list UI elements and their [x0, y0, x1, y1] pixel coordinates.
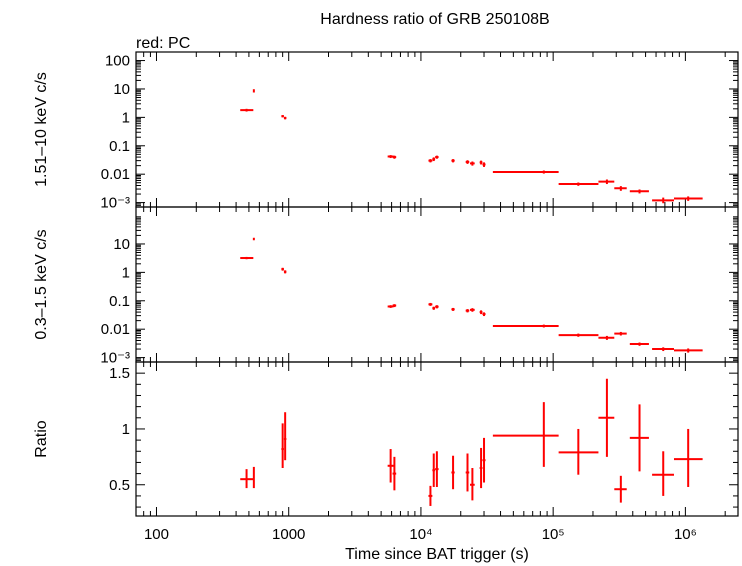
data-point: [428, 159, 433, 163]
data-point: [482, 312, 486, 317]
x-tick-label: 1000: [272, 526, 305, 543]
data-point: [283, 412, 287, 461]
data-point: [482, 437, 486, 483]
data-point: [614, 475, 627, 503]
y-tick-label: 0.01: [101, 321, 130, 338]
hard-y-axis-label: 1.51–10 keV c/s: [33, 72, 50, 187]
data-point: [673, 196, 703, 201]
data-point: [598, 335, 615, 340]
y-tick-label: 10: [113, 81, 130, 98]
data-point: [283, 116, 287, 120]
data-point: [614, 186, 627, 191]
data-point: [629, 404, 649, 472]
data-point: [465, 160, 470, 164]
x-tick-label: 100: [144, 526, 169, 543]
data-point: [482, 162, 486, 167]
data-point: [451, 159, 455, 163]
data-point: [469, 468, 475, 501]
data-point: [492, 402, 559, 467]
chart-title: Hardness ratio of GRB 250108B: [320, 11, 549, 28]
data-point: [629, 189, 649, 194]
data-point: [629, 342, 649, 346]
chart-subtitle: red: PC: [136, 35, 190, 52]
data-point: [252, 89, 255, 93]
data-point: [283, 270, 287, 274]
y-tick-label: 0.1: [109, 293, 130, 310]
data-point: [432, 306, 436, 310]
x-tick-label: 10⁵: [542, 526, 565, 543]
data-point: [652, 451, 674, 496]
y-tick-label: 10⁻³: [100, 195, 130, 212]
data-point: [469, 308, 475, 312]
data-point: [432, 157, 436, 162]
data-point: [392, 155, 397, 159]
data-point: [387, 449, 394, 483]
data-point: [558, 182, 599, 186]
data-point: [479, 310, 483, 315]
data-point: [558, 428, 599, 475]
y-tick-label: 1: [122, 109, 130, 126]
soft-frame: [135, 206, 739, 363]
data-point: [281, 115, 284, 118]
data-point: [652, 347, 674, 352]
ratio-panel: 0.5 1 1.5 100 1000 10⁴ 10⁵ 10⁶ Ratio: [33, 361, 739, 543]
data-point: [451, 307, 455, 311]
y-tick-label: 10: [113, 236, 130, 253]
data-point: [252, 466, 255, 489]
data-point: [435, 155, 439, 159]
data-point: [435, 305, 439, 309]
data-point: [558, 333, 599, 337]
y-tick-label: 0.5: [109, 477, 130, 494]
data-point: [492, 170, 559, 174]
data-point: [387, 305, 394, 308]
data-point: [240, 256, 254, 260]
data-point: [598, 179, 615, 185]
data-point: [614, 331, 627, 336]
x-tick-label: 10⁴: [409, 526, 432, 543]
data-point: [392, 304, 397, 308]
y-tick-label: 0.1: [109, 138, 130, 155]
data-point: [465, 453, 470, 492]
data-point: [281, 423, 284, 469]
y-tick-label: 0.01: [101, 166, 130, 183]
data-point: [673, 348, 703, 353]
data-point: [598, 378, 615, 457]
y-tick-label: 1: [122, 421, 130, 438]
data-point: [673, 428, 703, 487]
x-axis-label: Time since BAT trigger (s): [345, 546, 529, 563]
data-point: [281, 267, 284, 271]
soft-band-panel: 10 1 0.1 0.01 10⁻³ 0.3–1.5 keV c/s: [33, 206, 739, 367]
data-point: [465, 309, 470, 313]
data-point: [252, 237, 255, 241]
y-tick-label: 1.5: [109, 365, 130, 382]
data-point: [428, 485, 433, 506]
ratio-y-axis-label: Ratio: [33, 420, 50, 457]
data-point: [479, 160, 483, 165]
data-point: [469, 161, 475, 166]
data-point: [492, 324, 559, 328]
hard-frame: [135, 51, 739, 208]
y-tick-label: 100: [105, 53, 130, 70]
data-point: [479, 447, 483, 489]
data-point: [652, 197, 674, 204]
ratio-frame: [135, 361, 739, 517]
data-point: [432, 453, 436, 487]
data-point: [392, 456, 397, 491]
data-point: [240, 108, 254, 112]
y-tick-label: 10⁻³: [100, 350, 130, 367]
y-tick-label: 1: [122, 264, 130, 281]
data-point: [240, 469, 254, 489]
soft-y-axis-label: 0.3–1.5 keV c/s: [33, 229, 50, 339]
hard-band-panel: 100 10 1 0.1 0.01 10⁻³ 1.51–10 keV c/s: [33, 51, 739, 212]
data-point: [451, 455, 455, 490]
data-point: [435, 451, 439, 487]
data-point: [387, 155, 394, 159]
data-point: [428, 302, 433, 306]
x-tick-label: 10⁶: [674, 526, 697, 543]
